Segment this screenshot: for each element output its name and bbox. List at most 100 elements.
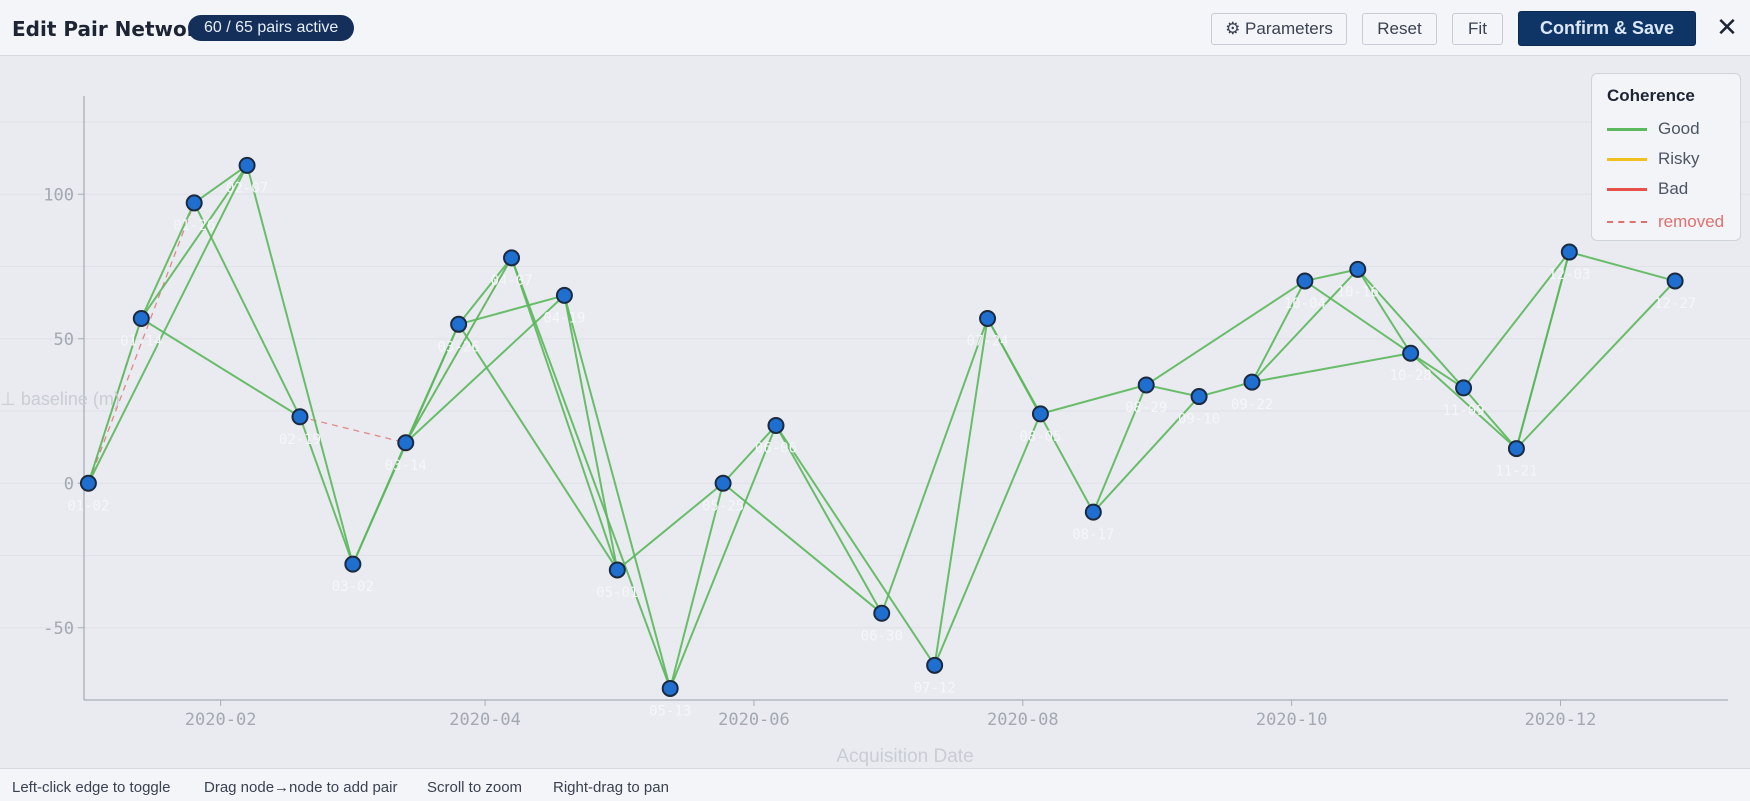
acquisition-node[interactable]	[1455, 379, 1473, 397]
acquisition-node[interactable]	[397, 434, 415, 452]
chart-axes: 100 50 0 -50 2020-02 2020-04 2020-06 2020-08 202…	[43, 96, 1728, 730]
pair-edge[interactable]	[669, 425, 777, 689]
acquisition-node[interactable]	[503, 249, 521, 267]
pair-edge[interactable]	[1198, 381, 1253, 398]
pair-edge[interactable]	[1092, 395, 1200, 513]
removed-edge[interactable]	[299, 416, 406, 444]
pair-edge[interactable]	[510, 257, 619, 571]
pair-edge[interactable]	[1515, 251, 1571, 449]
pair-edge[interactable]	[299, 416, 354, 565]
pair-edge[interactable]	[140, 202, 196, 319]
reset-button[interactable]: Reset	[1362, 13, 1437, 45]
pair-edge[interactable]	[1409, 352, 1518, 450]
pair-edge[interactable]	[1569, 251, 1676, 282]
acquisition-node[interactable]	[1402, 344, 1420, 362]
acquisition-node[interactable]	[608, 561, 626, 579]
fit-button[interactable]: Fit	[1452, 13, 1503, 45]
acquisition-node[interactable]	[1666, 272, 1684, 290]
acquisition-node[interactable]	[1349, 260, 1367, 278]
acquisition-node[interactable]	[1084, 503, 1102, 521]
pair-edge[interactable]	[1145, 280, 1306, 386]
pair-edge[interactable]	[775, 424, 936, 666]
pair-edge[interactable]	[722, 424, 777, 484]
pair-edge[interactable]	[458, 294, 565, 326]
pair-edge[interactable]	[1356, 268, 1412, 354]
acquisition-node[interactable]	[926, 656, 944, 674]
x-tick-label: 2020-04	[449, 710, 521, 730]
acquisition-node[interactable]	[873, 604, 891, 622]
acquisition-node[interactable]	[291, 408, 309, 426]
pair-edge[interactable]	[616, 482, 724, 571]
node-date-label: 06-06	[755, 440, 797, 456]
pair-edge[interactable]	[1410, 352, 1465, 389]
legend-swatch-bad	[1607, 188, 1647, 191]
pair-edge[interactable]	[669, 483, 725, 689]
pair-edge[interactable]	[193, 164, 248, 204]
pair-edge[interactable]	[1040, 384, 1147, 415]
pair-edge[interactable]	[140, 317, 301, 418]
pair-edge[interactable]	[457, 257, 513, 325]
node-date-label: 10-04	[1284, 296, 1326, 312]
acquisition-node[interactable]	[1031, 405, 1049, 423]
pair-edge[interactable]	[1462, 251, 1571, 389]
edge-layer[interactable]	[87, 164, 1676, 689]
coherence-legend: Coherence Good Risky Bad removed	[1591, 73, 1741, 241]
acquisition-node[interactable]	[1507, 440, 1525, 458]
x-tick-label: 2020-08	[987, 710, 1059, 730]
pair-edge[interactable]	[933, 318, 989, 666]
x-tick-label: 2020-02	[185, 710, 257, 730]
acquisition-node[interactable]	[714, 474, 732, 492]
status-bar: Left-click edge to toggle Drag node→node…	[0, 768, 1750, 801]
pair-edge[interactable]	[1515, 280, 1676, 450]
node-layer[interactable]	[79, 156, 1684, 697]
pair-edge[interactable]	[246, 165, 354, 565]
acquisition-node[interactable]	[767, 416, 785, 434]
pair-edge[interactable]	[1145, 384, 1200, 398]
pair-edge[interactable]	[457, 323, 619, 571]
removed-edge[interactable]	[87, 202, 195, 484]
pair-edge[interactable]	[404, 257, 513, 444]
pair-edge[interactable]	[880, 318, 989, 614]
pair-edge[interactable]	[1092, 384, 1148, 513]
pair-edge[interactable]	[933, 413, 1042, 666]
acquisition-node[interactable]	[555, 286, 573, 304]
acquisition-node[interactable]	[661, 679, 679, 697]
acquisition-node[interactable]	[1296, 272, 1314, 290]
acquisition-node[interactable]	[1243, 373, 1261, 391]
pair-edge[interactable]	[1251, 352, 1411, 384]
pair-edge[interactable]	[1304, 268, 1358, 282]
acquisition-node[interactable]	[1560, 243, 1578, 261]
acquisition-node[interactable]	[185, 194, 203, 212]
pair-edge[interactable]	[563, 295, 672, 689]
pair-edge[interactable]	[404, 323, 460, 444]
close-icon[interactable]: ✕	[1716, 12, 1738, 42]
pair-edge[interactable]	[87, 318, 143, 484]
pair-network-chart[interactable]: 100 50 0 -50 2020-02 2020-04 2020-06 2020-08 202…	[0, 56, 1750, 768]
acquisition-node[interactable]	[979, 310, 997, 328]
pair-edge[interactable]	[563, 295, 619, 571]
confirm-save-button[interactable]: Confirm & Save	[1518, 11, 1696, 46]
pair-edge[interactable]	[87, 164, 248, 484]
node-date-label: 03-14	[385, 458, 427, 474]
acquisition-node[interactable]	[79, 474, 97, 492]
node-label-layer: 01-02 01-14 01-26 02-07 02-19 03-02 03-14 03-26…	[67, 180, 1696, 719]
acquisition-node[interactable]	[1190, 388, 1208, 406]
parameters-button[interactable]: ⚙ Parameters	[1211, 13, 1347, 45]
acquisition-node[interactable]	[450, 315, 468, 333]
pair-edge[interactable]	[405, 294, 566, 444]
pair-edge[interactable]	[510, 257, 672, 689]
pair-edge[interactable]	[775, 424, 883, 614]
pair-edge[interactable]	[193, 202, 301, 418]
pair-edge[interactable]	[140, 164, 248, 320]
pair-edge[interactable]	[1357, 268, 1465, 389]
pair-edge[interactable]	[722, 482, 883, 615]
acquisition-node[interactable]	[1137, 376, 1155, 394]
pair-edge[interactable]	[1251, 268, 1359, 383]
acquisition-node[interactable]	[132, 310, 150, 328]
acquisition-node[interactable]	[344, 555, 362, 573]
node-date-label: 12-03	[1548, 267, 1590, 283]
pair-edge[interactable]	[1304, 280, 1412, 355]
pair-edge[interactable]	[1462, 387, 1518, 450]
pair-edge[interactable]	[1251, 280, 1306, 383]
acquisition-node[interactable]	[238, 156, 256, 174]
